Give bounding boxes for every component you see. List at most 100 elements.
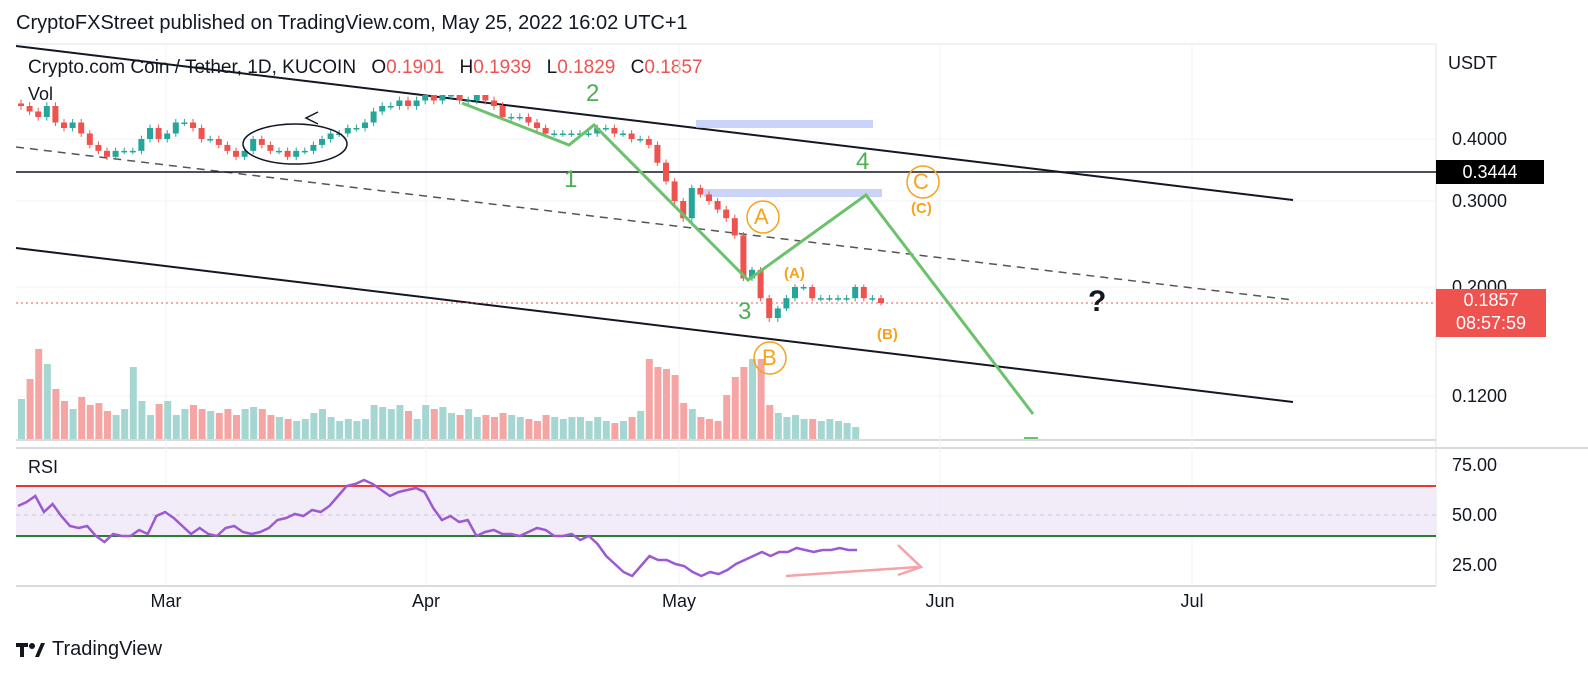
open-value: 0.1901 (386, 57, 445, 78)
volume-bar (422, 405, 430, 439)
candle (637, 139, 644, 141)
candle (800, 287, 807, 289)
candle (276, 150, 282, 153)
upper-channel-line[interactable] (15, 45, 1294, 201)
volume-bar (112, 415, 120, 439)
candle (559, 133, 566, 135)
candle (723, 209, 730, 219)
hand-drawn-arrow-icon (304, 111, 319, 125)
candle (740, 235, 747, 279)
lower-channel-line[interactable] (15, 247, 1294, 403)
volume-bar (86, 405, 94, 439)
candle (284, 150, 291, 157)
candle (430, 95, 437, 101)
volume-bar (276, 417, 283, 439)
y-tick: 0.3000 (1452, 191, 1508, 211)
volume-bar (250, 407, 258, 439)
volume-bar (697, 417, 705, 439)
candle (267, 144, 274, 151)
volume-bar (628, 417, 636, 439)
volume-bar (362, 419, 369, 439)
candle (112, 150, 119, 157)
candle (757, 269, 764, 299)
volume-bar (594, 417, 602, 439)
candle (164, 133, 171, 139)
candle (370, 111, 377, 123)
candle (293, 150, 300, 157)
resistance-zone-lower[interactable] (704, 189, 882, 197)
volume-bar (688, 409, 696, 439)
candle (61, 122, 67, 128)
volume-bar (172, 415, 180, 439)
rsi-indicator-label[interactable]: RSI (28, 457, 59, 477)
candle (43, 106, 50, 117)
volume-bar (577, 417, 584, 439)
volume-bar (387, 409, 395, 439)
candle (620, 133, 626, 135)
hand-drawn-ellipse[interactable] (242, 123, 348, 165)
candle (525, 117, 532, 123)
candle (671, 181, 678, 201)
candle (95, 144, 102, 151)
volume-bar (817, 421, 825, 439)
volume-bar (52, 389, 60, 439)
volume-bar (499, 413, 507, 439)
volume-bar (774, 413, 782, 439)
volume-bar (706, 419, 713, 439)
candle (826, 298, 833, 300)
volume-bars (18, 349, 860, 439)
sub-wave-a-label: (A) (784, 265, 805, 282)
candle (129, 150, 136, 153)
candle (422, 95, 429, 101)
volume-bar (18, 399, 25, 439)
volume-bar (155, 404, 163, 439)
volume-bar (835, 421, 842, 439)
candle (697, 187, 704, 195)
rsi-tick: 50.00 (1452, 505, 1498, 525)
candle (241, 150, 248, 157)
mid-channel-dashed-line[interactable] (15, 146, 1294, 301)
wave-c-label: C (913, 169, 929, 194)
volume-bar (568, 417, 576, 439)
footer-brand: TradingView (52, 638, 163, 660)
candle (327, 133, 334, 139)
candle (654, 144, 661, 163)
candle (611, 128, 618, 134)
y-tick: 0.4000 (1452, 129, 1508, 149)
volume-bar (654, 367, 662, 439)
volume-bar (293, 421, 301, 439)
rsi-divergence-line[interactable] (785, 565, 919, 578)
elliott-wave-path[interactable] (461, 101, 1035, 415)
volume-bar (301, 419, 309, 439)
volume-bar (843, 423, 851, 439)
volume-bar (310, 413, 318, 439)
resistance-zone-upper[interactable] (696, 120, 873, 128)
wave-3-label: 3 (738, 298, 752, 325)
candle (353, 128, 360, 130)
volume-bar (809, 419, 817, 439)
volume-bar (61, 401, 68, 439)
level-price-tag: 0.3444 (1436, 160, 1544, 184)
volume-bar (138, 401, 146, 439)
volume-bar (430, 409, 438, 439)
candle (585, 133, 592, 135)
volume-bar (525, 419, 533, 439)
volume-bar (792, 415, 799, 439)
volume-indicator-label[interactable]: Vol (28, 84, 54, 104)
volume-bar (783, 417, 791, 439)
x-tick: Apr (411, 591, 441, 611)
symbol-legend[interactable]: Crypto.com Coin / Tether, 1D, KUCOIN O0.… (28, 57, 703, 79)
candle (465, 100, 472, 102)
volume-bar (181, 409, 189, 439)
volume-bar (224, 409, 232, 439)
volume-bar (516, 417, 524, 439)
candle (35, 111, 42, 117)
volume-bar (121, 409, 129, 439)
candle (258, 139, 265, 145)
tradingview-footer[interactable]: TradingView (16, 638, 162, 661)
volume-bar (714, 421, 722, 439)
volume-bar (147, 415, 154, 439)
rsi-line (17, 478, 858, 578)
candle (542, 128, 549, 134)
